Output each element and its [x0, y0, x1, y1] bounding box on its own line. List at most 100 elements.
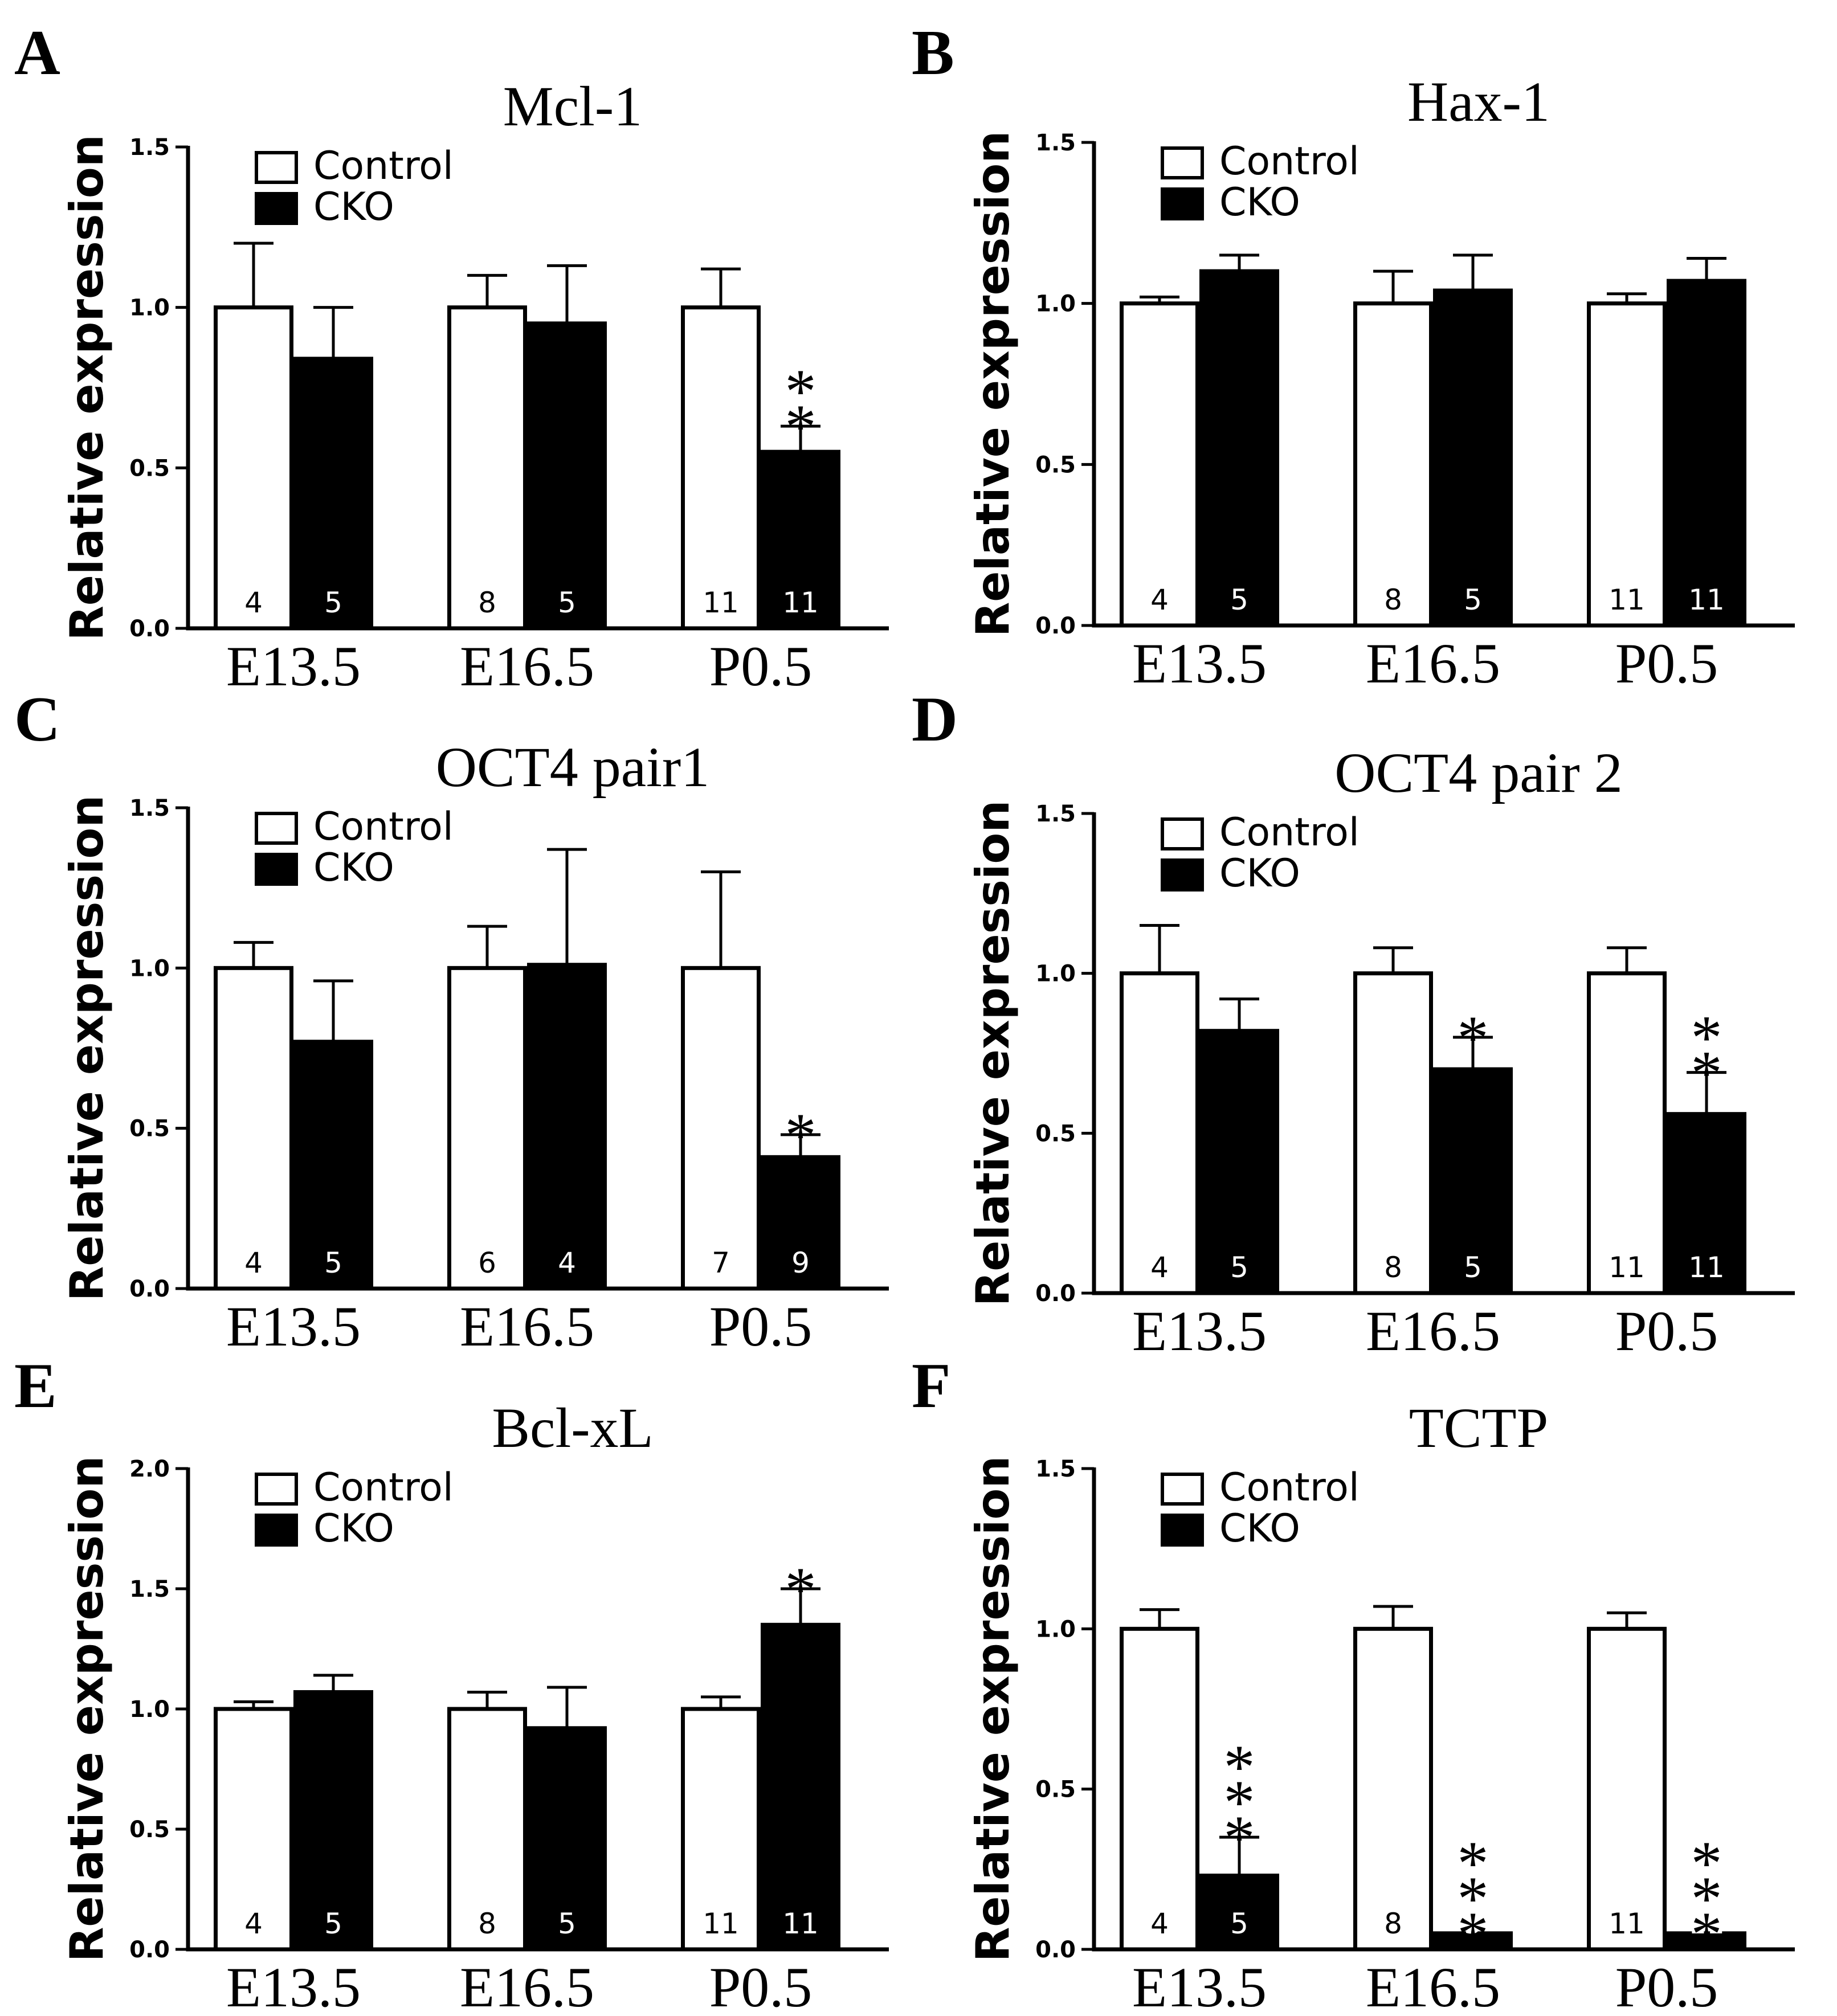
panel-letter: F: [912, 1351, 950, 1421]
bar-cko-P0.5: [761, 1622, 840, 1952]
legend-label-cko: CKO: [1219, 180, 1300, 225]
bar-control-E16.5: [1353, 971, 1433, 1295]
n-label-cko-P0.5: 11: [1688, 1907, 1725, 1940]
y-tick-label: 1.0: [1035, 961, 1076, 987]
chart-title: Mcl-1: [503, 75, 642, 138]
significance-mark-P0.5: *: [785, 392, 817, 461]
n-label-control-E16.5: 8: [1384, 1251, 1402, 1284]
y-tick-label: 0.0: [1035, 1281, 1076, 1307]
n-label-control-P0.5: 11: [1609, 1251, 1645, 1284]
x-tick-label: E13.5: [1132, 1956, 1267, 2016]
legend-label-control: Control: [313, 1465, 454, 1510]
significance-mark-E13.5: *: [1224, 1803, 1255, 1872]
significance-mark-E13.5: *: [1224, 1768, 1255, 1837]
n-label-cko-E13.5: 5: [324, 1907, 342, 1940]
n-label-cko-E13.5: 5: [324, 586, 342, 619]
significance-mark-P0.5: *: [785, 1101, 817, 1170]
n-label-control-P0.5: 11: [703, 1907, 739, 1940]
y-axis-label: Relative expression: [60, 795, 113, 1302]
bar-control-P0.5: [1587, 971, 1667, 1295]
y-axis-label: Relative expression: [966, 131, 1019, 637]
significance-mark-E16.5: *: [1458, 1829, 1489, 1898]
n-label-control-P0.5: 7: [712, 1246, 730, 1279]
n-label-cko-P0.5: 9: [791, 1246, 810, 1279]
x-tick-label: P0.5: [1615, 1299, 1718, 1363]
n-label-control-P0.5: 11: [703, 586, 739, 619]
significance-mark-E16.5: *: [1458, 1003, 1489, 1073]
n-label-cko-E16.5: 5: [1464, 583, 1482, 616]
legend-swatch-control: [1161, 817, 1204, 850]
significance-mark-P0.5: *: [1691, 1038, 1722, 1108]
y-tick-label: 0.0: [1035, 613, 1076, 639]
y-tick-label: 0.5: [129, 1116, 170, 1142]
n-label-control-E13.5: 4: [1150, 1907, 1169, 1940]
bar-cko-E16.5: [527, 963, 607, 1291]
significance-mark-E16.5: *: [1458, 1899, 1489, 1969]
y-tick-label: 1.5: [129, 795, 170, 821]
chart-title: TCTP: [1409, 1396, 1548, 1459]
bar-cko-P0.5: [1667, 279, 1746, 628]
y-tick-label: 1.5: [1035, 1456, 1076, 1482]
x-tick-label: E13.5: [226, 635, 361, 698]
chart-title: Hax-1: [1407, 70, 1550, 133]
panel-letter: B: [912, 18, 954, 88]
n-label-control-P0.5: 11: [1609, 583, 1645, 616]
legend-swatch-cko: [255, 1514, 298, 1547]
legend-label-control: Control: [1219, 1465, 1360, 1510]
legend-label-cko: CKO: [313, 185, 394, 230]
legend-label-control: Control: [313, 804, 454, 849]
bar-control-E16.5: [447, 305, 527, 631]
x-tick-label: P0.5: [709, 1956, 813, 2016]
n-label-cko-E13.5: 5: [1230, 583, 1248, 616]
bar-cko-P0.5: [1667, 1931, 1746, 1952]
y-tick-label: 0.5: [129, 455, 170, 481]
y-tick-label: 1.5: [1035, 801, 1076, 827]
n-label-control-E13.5: 4: [244, 586, 263, 619]
x-tick-label: E16.5: [1366, 1956, 1500, 2016]
bar-control-E13.5: [214, 305, 293, 631]
n-label-cko-P0.5: 11: [1688, 1251, 1725, 1284]
y-axis-label: Relative expression: [966, 1456, 1019, 1962]
bar-cko-E13.5: [1199, 1029, 1279, 1295]
x-tick-label: P0.5: [709, 635, 813, 698]
bar-cko-P0.5: [761, 449, 840, 631]
bar-control-E16.5: [447, 966, 527, 1291]
x-tick-label: E16.5: [1366, 1299, 1500, 1363]
bar-cko-P0.5: [1667, 1112, 1746, 1295]
legend-label-control: Control: [313, 144, 454, 189]
legend-swatch-control: [255, 151, 298, 184]
x-tick-label: P0.5: [1615, 632, 1718, 695]
bar-control-E16.5: [447, 1707, 527, 1952]
panel-B: B Hax-1 Relative expression 0.0 0.5 1.0 1.5 4 5 E…: [912, 18, 1795, 695]
bar-cko-E16.5: [1433, 1931, 1513, 1952]
bar-cko-E13.5: [293, 1040, 373, 1291]
x-tick-label: E13.5: [1132, 632, 1267, 695]
significance-mark-P0.5: *: [1691, 1003, 1722, 1073]
y-tick-label: 1.5: [129, 134, 170, 161]
legend-swatch-control: [1161, 146, 1204, 179]
bar-control-E13.5: [1120, 301, 1199, 628]
bar-control-P0.5: [681, 966, 761, 1291]
legend-swatch-control: [1161, 1473, 1204, 1506]
y-tick-label: 1.0: [129, 295, 170, 321]
panel-letter: A: [14, 18, 60, 88]
panel-E: E Bcl-xL Relative expression 0.0 0.5 1.0 1.5 2.…: [14, 1351, 889, 2016]
significance-mark-E16.5: *: [1458, 1864, 1489, 1933]
y-axis-label: Relative expression: [60, 1456, 113, 1962]
y-tick-label: 1.0: [129, 955, 170, 982]
n-label-cko-E13.5: 5: [1230, 1251, 1248, 1284]
x-tick-label: P0.5: [709, 1295, 813, 1358]
n-label-cko-E16.5: 5: [1464, 1251, 1482, 1284]
n-label-cko-P0.5: 11: [782, 586, 819, 619]
significance-mark-P0.5: *: [1691, 1899, 1722, 1969]
n-label-control-E13.5: 4: [244, 1246, 263, 1279]
legend-label-control: Control: [1219, 139, 1360, 184]
x-tick-label: E16.5: [1366, 632, 1500, 695]
significance-mark-P0.5: *: [785, 1555, 817, 1624]
panel-C: C OCT4 pair1 Relative expression 0.0 0.5 1.0 1…: [14, 684, 889, 1358]
legend-swatch-control: [255, 1473, 298, 1506]
n-label-control-E16.5: 8: [1384, 1907, 1402, 1940]
legend-label-cko: CKO: [313, 1506, 394, 1551]
n-label-control-E16.5: 8: [1384, 583, 1402, 616]
